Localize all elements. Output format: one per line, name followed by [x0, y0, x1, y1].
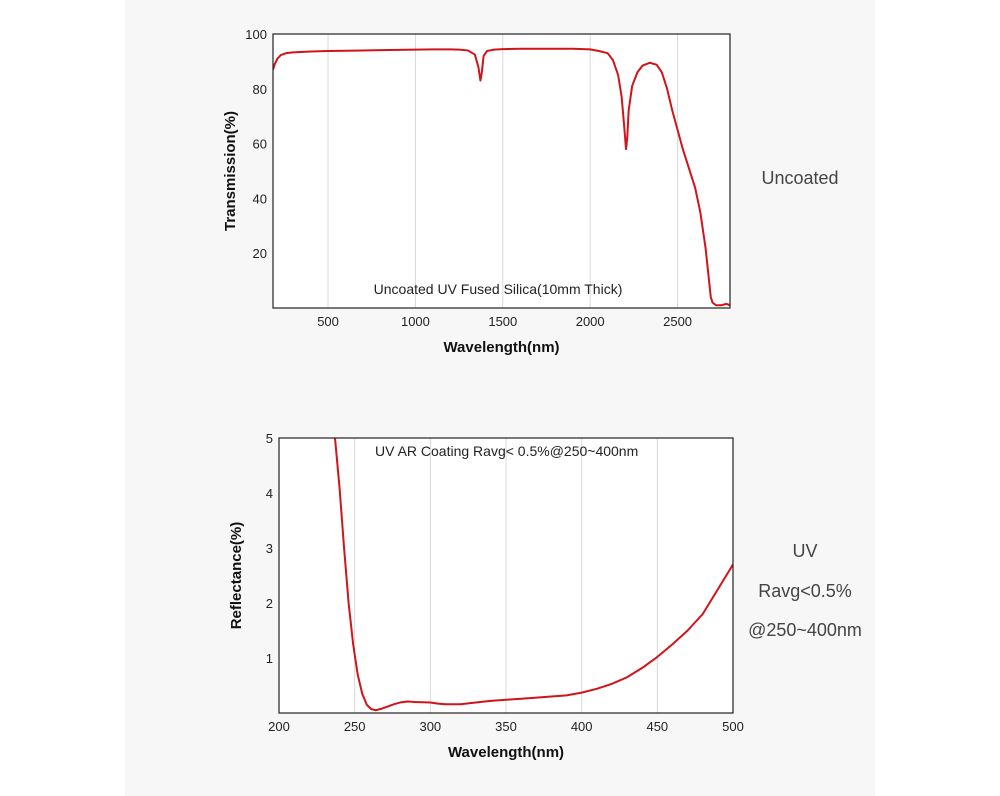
ravg-label: Ravg<0.5% — [758, 581, 852, 601]
y-axis-title: Transmission(%) — [222, 111, 239, 231]
plot-frame — [272, 33, 731, 309]
chart-annotation: Uncoated UV Fused Silica(10mm Thick) — [374, 281, 623, 297]
x-tick-label: 2500 — [663, 314, 692, 329]
y-tick-label: 20 — [253, 246, 267, 261]
uncoated-label: Uncoated — [761, 168, 839, 188]
x-tick-label: 500 — [317, 314, 339, 329]
x-tick-label: 2000 — [576, 314, 605, 329]
chart-group: 500 1000 1500 2000 2500 20 40 60 80 100 Wavelength… — [222, 27, 731, 356]
transmission-chart: 500 1000 1500 2000 2500 20 40 60 80 100 Wavelength… — [222, 27, 731, 356]
y-tick-label: 60 — [253, 137, 267, 152]
x-axis-title: Wavelength(nm) — [443, 339, 559, 356]
y-tick-label: 80 — [253, 82, 267, 97]
series-line — [273, 47, 730, 307]
y-tick-label: 40 — [253, 191, 267, 206]
x-tick-label: 1500 — [488, 314, 517, 329]
plot-area — [273, 34, 730, 308]
y-tick-label: 100 — [245, 27, 267, 42]
range-label: @250~400nm — [748, 620, 862, 640]
x-tick-label: 1000 — [401, 314, 430, 329]
uv-label: UV — [792, 541, 818, 561]
